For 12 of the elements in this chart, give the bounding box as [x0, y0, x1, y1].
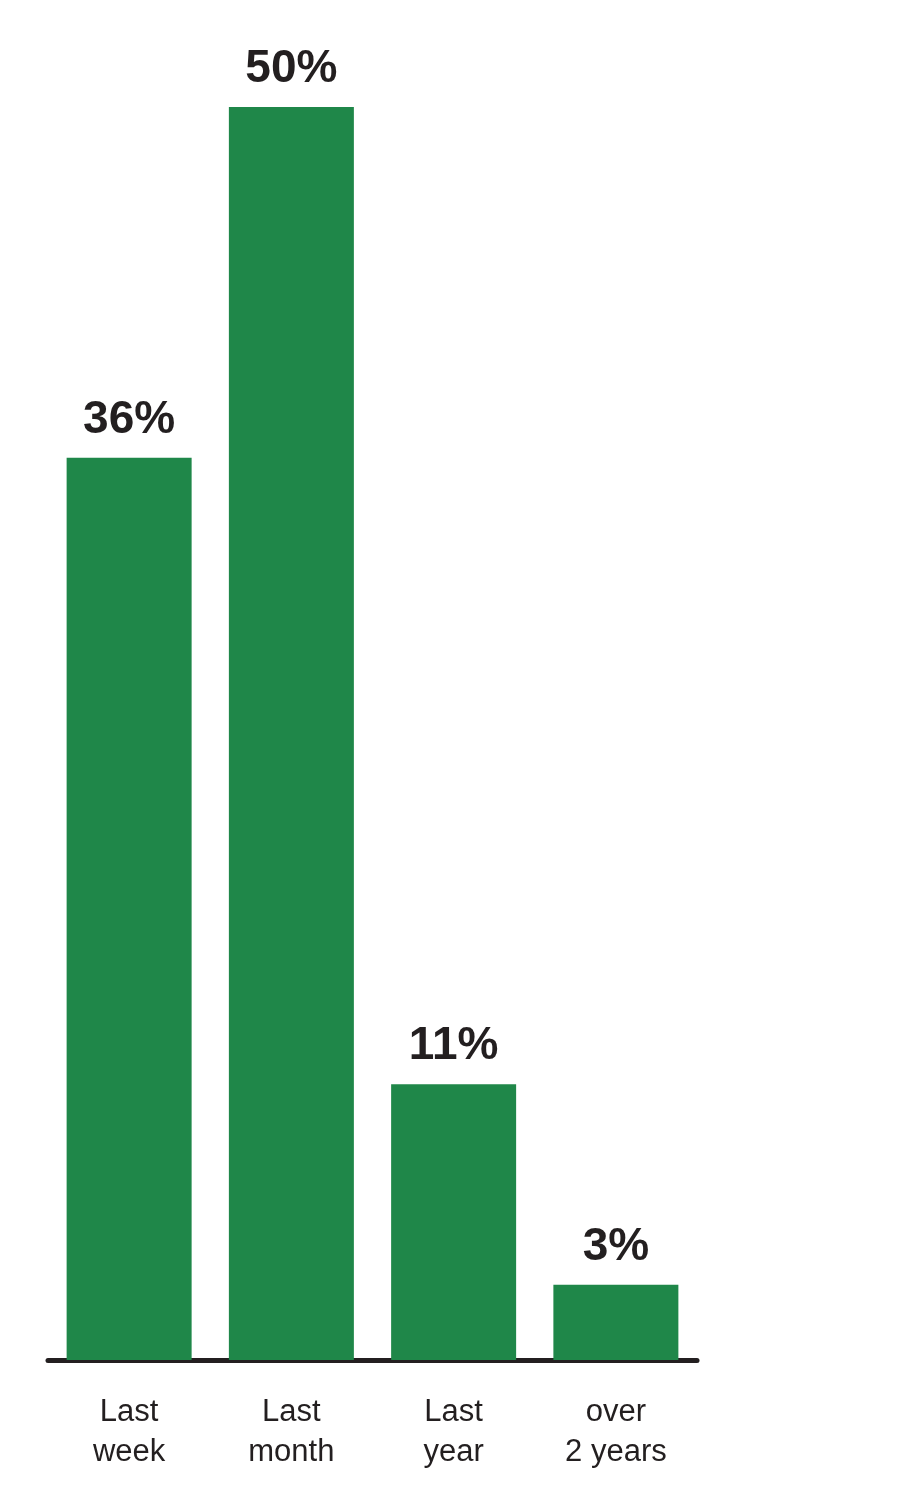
bar [228, 107, 354, 1360]
x-tick-label: over 2 years [565, 1392, 667, 1468]
data-label: 36% [83, 390, 176, 443]
bar [391, 1084, 517, 1360]
x-tick-label: Last week [91, 1392, 166, 1468]
bar [553, 1284, 679, 1360]
x-tick-label: Last year [423, 1392, 484, 1468]
bar [66, 457, 192, 1360]
data-label: 3% [582, 1217, 650, 1270]
data-label: 50% [245, 40, 338, 92]
data-label: 11% [408, 1017, 499, 1070]
x-tick-label: Last month [248, 1392, 335, 1468]
